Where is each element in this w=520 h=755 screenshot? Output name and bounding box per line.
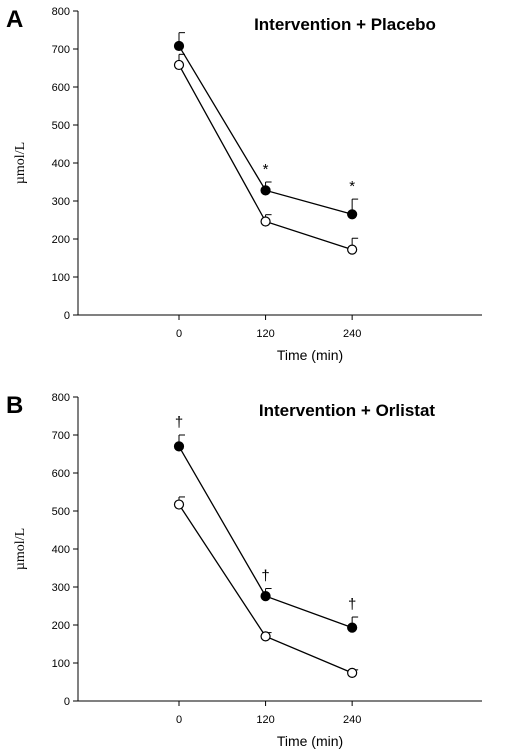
y-tick-label: 300	[52, 196, 70, 208]
chart-title: Intervention + Orlistat	[259, 401, 436, 420]
x-axis-label: Time (min)	[277, 347, 343, 363]
data-point-open	[260, 631, 271, 642]
data-point-filled	[347, 209, 358, 220]
chart-title: Intervention + Placebo	[254, 15, 436, 34]
significance-mark: †	[348, 596, 356, 613]
significance-mark: †	[261, 568, 269, 585]
y-tick-label: 200	[52, 620, 70, 632]
y-tick-label: 0	[64, 310, 70, 322]
y-tick-label: 200	[52, 234, 70, 246]
data-point-filled	[260, 591, 271, 602]
y-tick-label: 400	[52, 158, 70, 170]
x-tick-label: 240	[343, 328, 361, 340]
panel-b: B Intervention + Orlistat 0 100 200 300 400 500…	[6, 392, 482, 749]
data-point-open	[347, 667, 358, 678]
data-point-open	[347, 244, 358, 255]
y-tick-label: 300	[52, 582, 70, 594]
y-tick-label: 0	[64, 696, 70, 708]
y-tick-label: 100	[52, 658, 70, 670]
y-axis-label: µmol/L	[13, 528, 28, 570]
y-tick-label: 600	[52, 82, 70, 94]
panel-letter: B	[6, 392, 23, 419]
x-tick-label: 0	[176, 328, 182, 340]
significance-mark: †	[175, 414, 183, 431]
panel-letter: A	[6, 6, 23, 33]
data-point-open	[173, 499, 185, 510]
x-axis-label: Time (min)	[277, 733, 343, 749]
x-tick-label: 240	[343, 714, 361, 726]
data-point-filled	[260, 185, 271, 196]
data-point-filled	[173, 441, 185, 452]
data-point-open	[260, 216, 271, 227]
y-axis-label: µmol/L	[13, 142, 28, 184]
y-tick-label: 800	[52, 6, 70, 18]
y-tick-label: 600	[52, 468, 70, 480]
panel-a: A Intervention + Placebo 0 100 200 300 400 500 6…	[6, 6, 482, 363]
data-point-open	[173, 59, 185, 71]
y-tick-label: 700	[52, 44, 70, 56]
x-tick-label: 120	[256, 714, 274, 726]
y-tick-label: 100	[52, 272, 70, 284]
significance-mark: *	[349, 178, 355, 195]
y-tick-label: 500	[52, 506, 70, 518]
y-tick-label: 500	[52, 120, 70, 132]
y-tick-label: 700	[52, 430, 70, 442]
x-tick-label: 120	[256, 328, 274, 340]
data-point-filled	[347, 622, 358, 633]
data-point-filled	[173, 40, 185, 52]
y-tick-label: 800	[52, 392, 70, 404]
x-tick-label: 0	[176, 714, 182, 726]
y-tick-label: 400	[52, 544, 70, 556]
significance-mark: *	[263, 161, 269, 178]
